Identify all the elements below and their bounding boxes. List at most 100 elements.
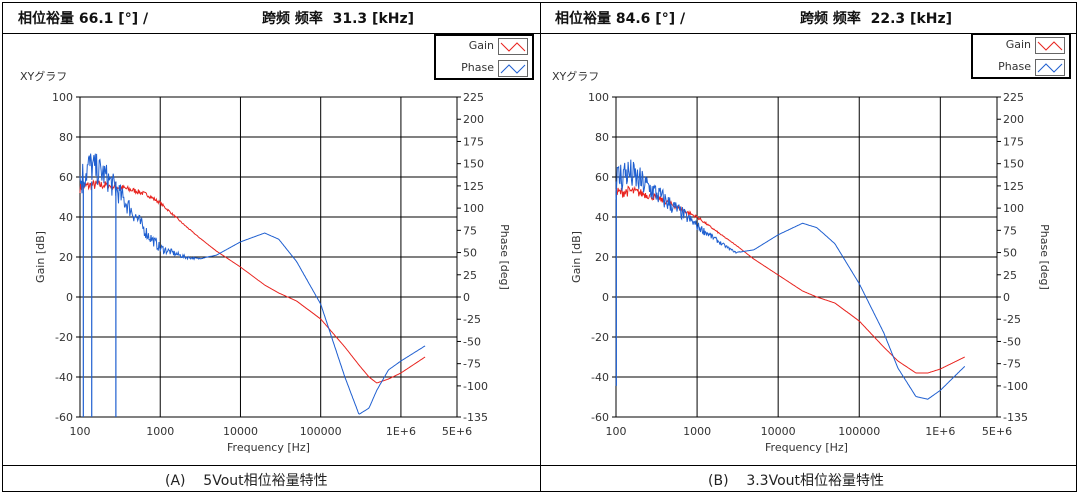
y2-tick-label: 150 — [463, 158, 484, 171]
panel-b-crossover: 跨频 频率 22.3 [kHz] — [800, 8, 952, 28]
legend-entry-phase: Phase — [436, 58, 532, 79]
y-tick-label: 20 — [595, 251, 609, 264]
crossover-unit: [kHz] — [910, 11, 953, 27]
phase-swatch-icon — [498, 60, 528, 77]
y-tick-label: -40 — [55, 371, 73, 384]
y2-tick-label: -100 — [1003, 380, 1028, 393]
x-tick-label: 5E+6 — [982, 425, 1012, 438]
header-divider — [2, 33, 1077, 34]
y2-tick-label: -25 — [1003, 313, 1021, 326]
y-tick-label: 80 — [595, 131, 609, 144]
legend-label-gain: Gain — [468, 39, 494, 52]
y-tick-label: 20 — [59, 251, 73, 264]
x-tick-label: 1E+6 — [386, 425, 416, 438]
y2-tick-label: 175 — [1003, 135, 1024, 148]
panel-a-header: 相位裕量 66.1 [°] / — [18, 8, 148, 28]
phase-swatch-icon — [1035, 59, 1065, 76]
y2-tick-label: -50 — [463, 335, 481, 348]
y2-tick-label: -75 — [1003, 358, 1021, 371]
gain-swatch-icon — [1035, 37, 1065, 54]
y2-tick-label: 175 — [463, 135, 484, 148]
panel-a-crossover: 跨频 频率 31.3 [kHz] — [262, 8, 414, 28]
y2-tick-label: -75 — [463, 358, 481, 371]
gain-series-line — [615, 185, 965, 374]
y2-tick-label: -100 — [463, 380, 488, 393]
y-tick-label: 100 — [52, 91, 73, 104]
y2-tick-label: -25 — [463, 313, 481, 326]
legend-label-phase: Phase — [461, 61, 494, 74]
y-axis-label: Gain [dB] — [34, 231, 47, 283]
y2-tick-label: 200 — [463, 113, 484, 126]
y-tick-label: 40 — [595, 211, 609, 224]
y2-tick-label: 100 — [1003, 202, 1024, 215]
chart-b-title: XYグラフ — [552, 70, 600, 83]
chart-a-title: XYグラフ — [20, 70, 68, 83]
y-tick-label: 100 — [588, 91, 609, 104]
y2-tick-label: 100 — [463, 202, 484, 215]
crossover-value: 22.3 — [870, 11, 906, 27]
y2-tick-label: -135 — [1003, 411, 1028, 424]
y2-tick-label: 25 — [463, 269, 477, 282]
crossover-label: 跨频 频率 — [800, 11, 861, 27]
y-tick-label: -60 — [591, 411, 609, 424]
y2-tick-label: -135 — [463, 411, 488, 424]
phase-margin-value: 84.6 — [615, 11, 651, 27]
chart-a-legend: Gain Phase — [434, 34, 534, 80]
y-tick-label: -40 — [591, 371, 609, 384]
phase-margin-label: 相位裕量 — [18, 11, 74, 27]
panel-divider — [540, 2, 541, 492]
x-axis-label: Frequency [Hz] — [227, 441, 310, 454]
x-tick-label: 10000 — [761, 425, 796, 438]
y2-tick-label: 125 — [463, 180, 484, 193]
y2-tick-label: 50 — [1003, 247, 1017, 260]
caption-divider — [2, 465, 1077, 466]
y-tick-label: 0 — [66, 291, 73, 304]
caption-b: (B) 3.3Vout相位裕量特性 — [708, 473, 885, 489]
x-tick-label: 100 — [70, 425, 91, 438]
y-tick-label: 0 — [602, 291, 609, 304]
y2-tick-label: -50 — [1003, 335, 1021, 348]
x-axis-label: Frequency [Hz] — [765, 441, 848, 454]
legend-entry-gain: Gain — [973, 35, 1069, 56]
x-tick-label: 100000 — [838, 425, 880, 438]
y-tick-label: -20 — [591, 331, 609, 344]
caption-a: (A) 5Vout相位裕量特性 — [165, 473, 328, 489]
y2-tick-label: 25 — [1003, 269, 1017, 282]
y-tick-label: 60 — [595, 171, 609, 184]
phase-margin-value: 66.1 — [78, 11, 114, 27]
crossover-unit: [kHz] — [372, 11, 415, 27]
y2-tick-label: 225 — [1003, 91, 1024, 104]
phase-margin-unit: [°] / — [118, 11, 149, 27]
y2-tick-label: 75 — [1003, 224, 1017, 237]
crossover-value: 31.3 — [332, 11, 368, 27]
y2-tick-label: 0 — [1003, 291, 1010, 304]
y2-axis-label: Phase [deg] — [1038, 224, 1051, 290]
x-tick-label: 1E+6 — [925, 425, 955, 438]
crossover-label: 跨频 频率 — [262, 11, 323, 27]
y2-tick-label: 150 — [1003, 158, 1024, 171]
chart-b-legend: Gain Phase — [971, 33, 1071, 79]
legend-label-gain: Gain — [1005, 38, 1031, 51]
y-tick-label: -60 — [55, 411, 73, 424]
x-tick-label: 10000 — [223, 425, 258, 438]
y-tick-label: 80 — [59, 131, 73, 144]
y2-axis-label: Phase [deg] — [498, 224, 511, 290]
y2-tick-label: 75 — [463, 224, 477, 237]
legend-entry-gain: Gain — [436, 36, 532, 57]
x-tick-label: 100000 — [300, 425, 342, 438]
y2-tick-label: 50 — [463, 247, 477, 260]
y-tick-label: 60 — [59, 171, 73, 184]
phase-margin-unit: [°] / — [655, 11, 686, 27]
phase-series-line — [615, 159, 966, 400]
y2-tick-label: 125 — [1003, 180, 1024, 193]
y2-tick-label: 225 — [463, 91, 484, 104]
x-tick-label: 1000 — [146, 425, 174, 438]
y-axis-label: Gain [dB] — [570, 231, 583, 283]
gain-series-line — [79, 179, 426, 384]
y2-tick-label: 200 — [1003, 113, 1024, 126]
legend-entry-phase: Phase — [973, 57, 1069, 78]
x-tick-label: 100 — [606, 425, 627, 438]
y-tick-label: 40 — [59, 211, 73, 224]
